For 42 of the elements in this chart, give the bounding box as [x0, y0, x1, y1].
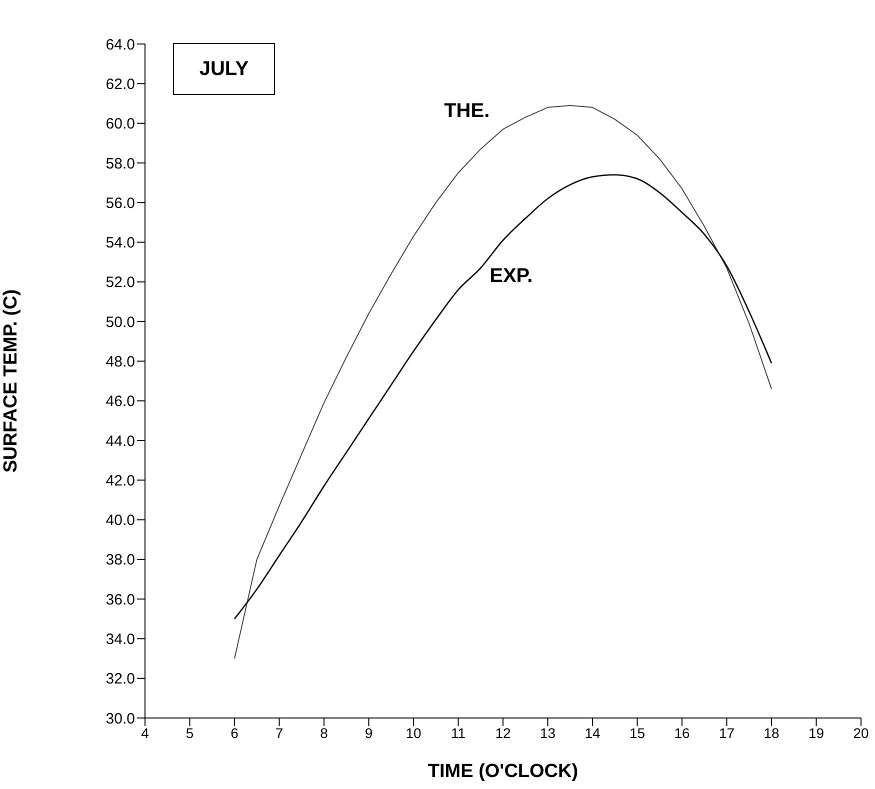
- x-tick-label: 18: [764, 724, 780, 741]
- x-tick-label: 12: [495, 724, 511, 741]
- y-tick-label: 64.0: [106, 36, 135, 54]
- annotation: JULY: [173, 43, 275, 95]
- y-tick-label: 32.0: [106, 670, 135, 688]
- line-series: [234, 104, 772, 660]
- x-tick-label: 13: [540, 724, 556, 741]
- x-tick-label: 9: [364, 724, 373, 741]
- x-tick-label: 4: [141, 724, 150, 741]
- x-tick-label: 20: [853, 724, 869, 741]
- x-tick-label: 10: [406, 724, 422, 741]
- y-tick-label: 46.0: [106, 393, 135, 410]
- y-tick-label: 58.0: [106, 155, 135, 172]
- x-tick-label: 15: [629, 724, 646, 741]
- x-tick-label: 11: [450, 724, 466, 741]
- x-axis-title: TIME (O'CLOCK): [428, 761, 578, 782]
- x-tick-label: 16: [674, 724, 690, 741]
- y-tick-label: 52.0: [106, 274, 135, 292]
- x-tick-label: 8: [320, 724, 328, 741]
- y-tick-label: 44.0: [106, 432, 135, 450]
- y-tick-label: 50.0: [106, 314, 135, 331]
- y-tick-label: 56.0: [106, 194, 135, 212]
- x-tick-label: 14: [584, 724, 600, 741]
- x-tick-label: 6: [230, 724, 239, 741]
- x-tick-label: 19: [808, 724, 824, 741]
- y-tick-label: 30.0: [106, 710, 135, 728]
- line-series: [234, 174, 772, 620]
- y-tick-label: 36.0: [106, 591, 135, 608]
- series-label: EXP.: [490, 265, 533, 288]
- y-tick-label: 34.0: [106, 631, 135, 648]
- y-tick-label: 38.0: [106, 552, 135, 569]
- x-tick-label: 5: [186, 724, 194, 741]
- y-tick-label: 60.0: [106, 116, 135, 133]
- x-tick-label: 7: [275, 724, 284, 741]
- y-tick-label: 54.0: [106, 234, 135, 252]
- y-tick-label: 62.0: [106, 76, 135, 93]
- x-tick-label: 17: [718, 724, 735, 741]
- y-tick-label: 42.0: [106, 472, 135, 490]
- y-tick-label: 40.0: [106, 512, 135, 530]
- series-label: THE.: [444, 100, 490, 122]
- y-tick-label: 48.0: [106, 354, 135, 370]
- y-axis-title: SURFACE TEMP. (C): [0, 289, 22, 473]
